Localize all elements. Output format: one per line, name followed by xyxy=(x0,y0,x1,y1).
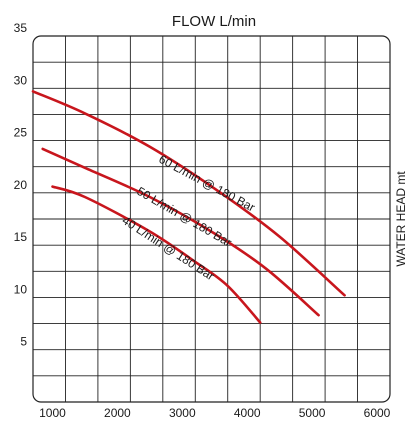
y-tick-label: 10 xyxy=(14,282,28,296)
y-tick-label: 35 xyxy=(14,21,28,35)
x-axis-ticks: 1000 2000 3000 4000 5000 6000 xyxy=(39,406,391,420)
y-tick-label: 30 xyxy=(14,73,28,87)
series-line xyxy=(41,147,320,317)
plot-frame xyxy=(32,35,391,403)
grid xyxy=(32,35,391,403)
y-tick-label: 25 xyxy=(14,126,28,140)
y-tick-label: 20 xyxy=(14,178,28,192)
x-tick-label: 4000 xyxy=(234,406,261,420)
series-line xyxy=(51,185,262,324)
x-tick-label: 5000 xyxy=(299,406,326,420)
y-axis-ticks: 5 10 15 20 25 30 35 xyxy=(14,21,28,349)
y-axis-label: WATER HEAD mt xyxy=(394,171,408,267)
x-tick-label: 6000 xyxy=(364,406,391,420)
x-tick-label: 3000 xyxy=(169,406,196,420)
x-tick-label: 2000 xyxy=(104,406,131,420)
y-tick-label: 5 xyxy=(20,335,27,349)
x-tick-label: 1000 xyxy=(39,406,66,420)
chart-title: FLOW L/min xyxy=(172,13,256,30)
y-tick-label: 15 xyxy=(14,230,28,244)
series-line xyxy=(31,90,346,297)
